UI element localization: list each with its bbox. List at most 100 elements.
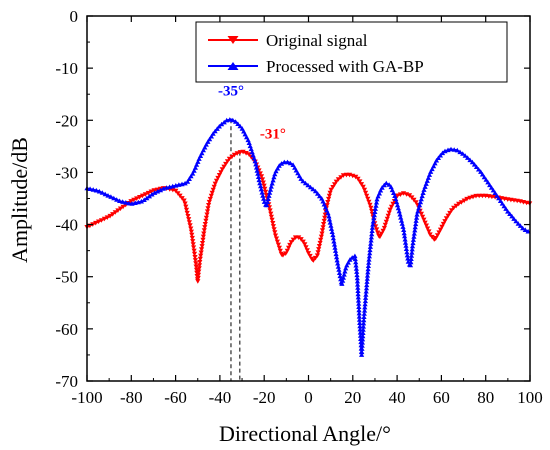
data-point-marker xyxy=(364,282,370,288)
data-point-marker xyxy=(439,150,446,156)
data-point-marker xyxy=(513,218,519,224)
data-point-marker xyxy=(192,255,198,260)
data-point-marker xyxy=(181,198,187,204)
data-point-marker xyxy=(226,156,232,162)
data-point-marker xyxy=(189,235,195,241)
data-point-marker xyxy=(200,234,206,240)
data-point-marker xyxy=(363,295,369,300)
data-point-marker xyxy=(355,288,361,293)
data-point-marker xyxy=(197,153,204,158)
data-point-marker xyxy=(359,352,365,357)
y-tick-label: -20 xyxy=(55,111,78,130)
y-tick-label: -50 xyxy=(55,268,78,287)
data-point-marker xyxy=(264,199,271,205)
data-point-marker xyxy=(373,199,380,205)
data-point-marker xyxy=(193,261,199,266)
data-point-marker xyxy=(196,266,202,271)
data-point-marker xyxy=(254,168,260,173)
tick-labels: -100 -80 -60 -40 -20 0 20 40 60 80 100 0 -10 -20 -30 -4… xyxy=(55,7,542,407)
data-point-marker xyxy=(497,198,504,203)
data-point-marker xyxy=(401,227,407,232)
data-point-marker xyxy=(415,208,421,214)
data-point-marker xyxy=(288,240,294,245)
data-point-marker xyxy=(328,187,334,193)
data-point-marker xyxy=(115,208,121,213)
data-point-marker xyxy=(410,240,416,246)
data-point-marker xyxy=(137,195,143,200)
data-point-marker xyxy=(431,163,437,169)
data-point-marker xyxy=(141,197,147,202)
x-tick-label: -20 xyxy=(253,388,276,407)
data-point-marker xyxy=(414,212,420,217)
data-point-marker xyxy=(87,186,93,191)
data-point-marker xyxy=(327,190,333,196)
data-point-marker xyxy=(366,257,372,262)
data-point-marker xyxy=(372,206,378,211)
data-point-marker xyxy=(362,308,368,313)
data-point-marker xyxy=(470,194,476,200)
data-point-marker xyxy=(126,200,132,206)
data-point-marker xyxy=(429,166,435,172)
y-tick-label: 0 xyxy=(70,7,79,26)
data-point-marker xyxy=(381,225,387,231)
data-point-marker xyxy=(369,228,375,233)
data-point-marker xyxy=(417,202,423,208)
data-point-marker xyxy=(462,153,468,158)
data-point-marker xyxy=(384,216,390,222)
data-point-marker xyxy=(104,215,110,220)
data-point-marker xyxy=(364,273,371,278)
data-point-marker xyxy=(487,182,493,188)
data-point-marker xyxy=(397,192,404,197)
data-point-marker xyxy=(188,226,194,232)
data-point-marker xyxy=(237,123,243,129)
data-point-marker xyxy=(425,226,431,232)
data-point-marker xyxy=(252,158,258,164)
data-point-marker xyxy=(355,285,361,290)
data-point-marker xyxy=(196,269,202,275)
data-point-marker xyxy=(353,262,359,268)
data-point-marker xyxy=(410,237,416,242)
data-point-marker xyxy=(201,231,207,237)
data-point-marker xyxy=(435,155,441,160)
data-point-marker xyxy=(403,246,409,251)
data-point-marker xyxy=(128,199,134,204)
data-point-marker xyxy=(204,212,210,218)
data-point-marker xyxy=(447,210,453,216)
data-point-marker xyxy=(370,218,376,224)
data-point-marker xyxy=(123,200,129,205)
data-point-marker xyxy=(270,224,276,229)
data-point-marker xyxy=(199,241,206,246)
data-point-marker xyxy=(120,199,126,204)
data-point-marker xyxy=(179,196,185,201)
x-tick-label: 40 xyxy=(389,388,406,407)
x-tick-label: -40 xyxy=(209,388,232,407)
data-point-marker xyxy=(408,253,415,258)
data-point-marker xyxy=(365,269,371,275)
data-point-marker xyxy=(212,128,218,134)
data-point-marker xyxy=(362,301,368,307)
data-point-marker xyxy=(418,211,424,217)
data-point-marker xyxy=(354,275,360,281)
data-point-marker xyxy=(267,208,273,213)
data-point-marker xyxy=(409,246,415,252)
data-point-marker xyxy=(204,209,211,214)
data-point-marker xyxy=(264,202,270,208)
data-point-marker xyxy=(417,199,424,205)
data-point-marker xyxy=(426,229,432,234)
data-point-marker xyxy=(269,180,275,186)
legend-entry-processed: Processed with GA-BP xyxy=(208,57,424,76)
peak-annotation-original: -31° xyxy=(260,127,286,143)
data-point-marker xyxy=(183,204,189,210)
data-point-marker xyxy=(278,161,285,166)
data-point-marker xyxy=(404,249,410,255)
data-point-marker xyxy=(332,248,339,253)
data-point-marker xyxy=(488,185,495,190)
data-point-marker xyxy=(275,242,281,248)
data-point-marker xyxy=(340,173,346,178)
data-point-marker xyxy=(202,225,208,230)
data-point-marker xyxy=(413,221,419,227)
data-point-marker xyxy=(427,232,433,237)
data-point-marker xyxy=(318,234,324,240)
data-point-marker xyxy=(273,168,279,174)
